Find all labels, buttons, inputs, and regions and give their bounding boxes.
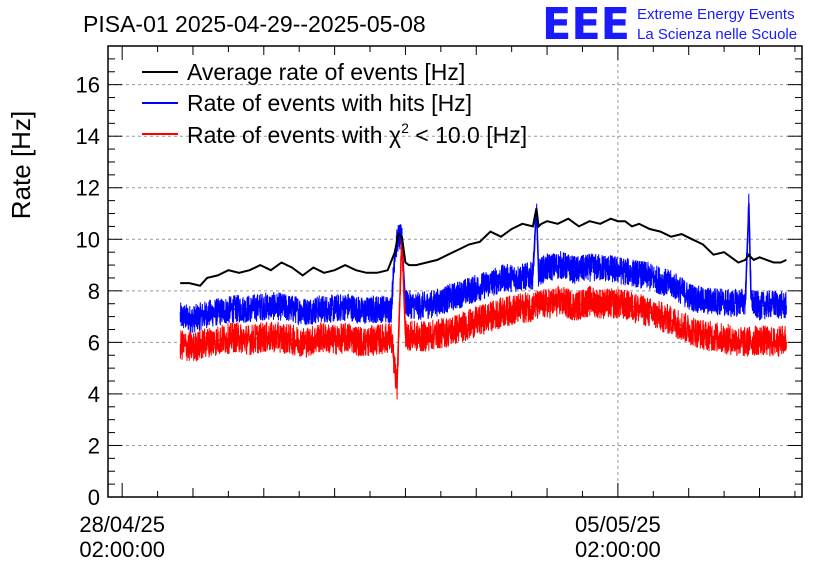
eee-logo-letters: EEE: [542, 0, 630, 50]
legend: Average rate of events [Hz] Rate of even…: [142, 59, 527, 148]
chart-title: PISA-01 2025-04-29--2025-05-08: [83, 11, 426, 37]
y-tick-label: 0: [88, 485, 100, 510]
series-line-hits: [179, 193, 787, 333]
legend-label-average: Average rate of events [Hz]: [187, 59, 465, 85]
legend-chi2-symbol: χ: [389, 122, 401, 148]
x-tick-label-time: 02:00:00: [575, 537, 661, 562]
y-tick-label: 4: [88, 382, 100, 407]
y-tick-label: 14: [76, 124, 100, 149]
eee-logo: EEE Extreme Energy Events La Scienza nel…: [542, 0, 797, 50]
eee-logo-line2: La Scienza nelle Scuole: [637, 26, 797, 43]
plot-series: [179, 193, 787, 400]
legend-label-chi2: Rate of events with χ2 < 10.0 [Hz]: [187, 120, 527, 148]
x-tick-label-time: 02:00:00: [79, 537, 165, 562]
y-tick-label: 2: [88, 433, 100, 458]
y-axis-label: Rate [Hz]: [6, 111, 36, 219]
eee-logo-line1: Extreme Energy Events: [637, 6, 795, 23]
y-tick-labels: 0 2 4 6 8 10 12 14 16: [76, 73, 100, 510]
y-tick-label: 6: [88, 330, 100, 355]
legend-chi2-sup: 2: [401, 120, 409, 136]
y-tick-label: 10: [76, 227, 100, 252]
legend-chi2-suffix: < 10.0 [Hz]: [409, 122, 527, 148]
x-tick-label-date: 28/04/25: [79, 512, 165, 537]
y-tick-label: 12: [76, 176, 100, 201]
y-tick-label: 8: [88, 279, 100, 304]
legend-label-hits: Rate of events with hits [Hz]: [187, 90, 472, 116]
y-tick-label: 16: [76, 73, 100, 98]
series-line-average: [180, 208, 787, 287]
legend-chi2-prefix: Rate of events with: [187, 122, 389, 148]
axis-ticks: [108, 46, 802, 498]
series-line-chi2: [179, 236, 787, 400]
x-tick-label-date: 05/05/25: [575, 512, 661, 537]
plot-frame: [107, 45, 803, 498]
